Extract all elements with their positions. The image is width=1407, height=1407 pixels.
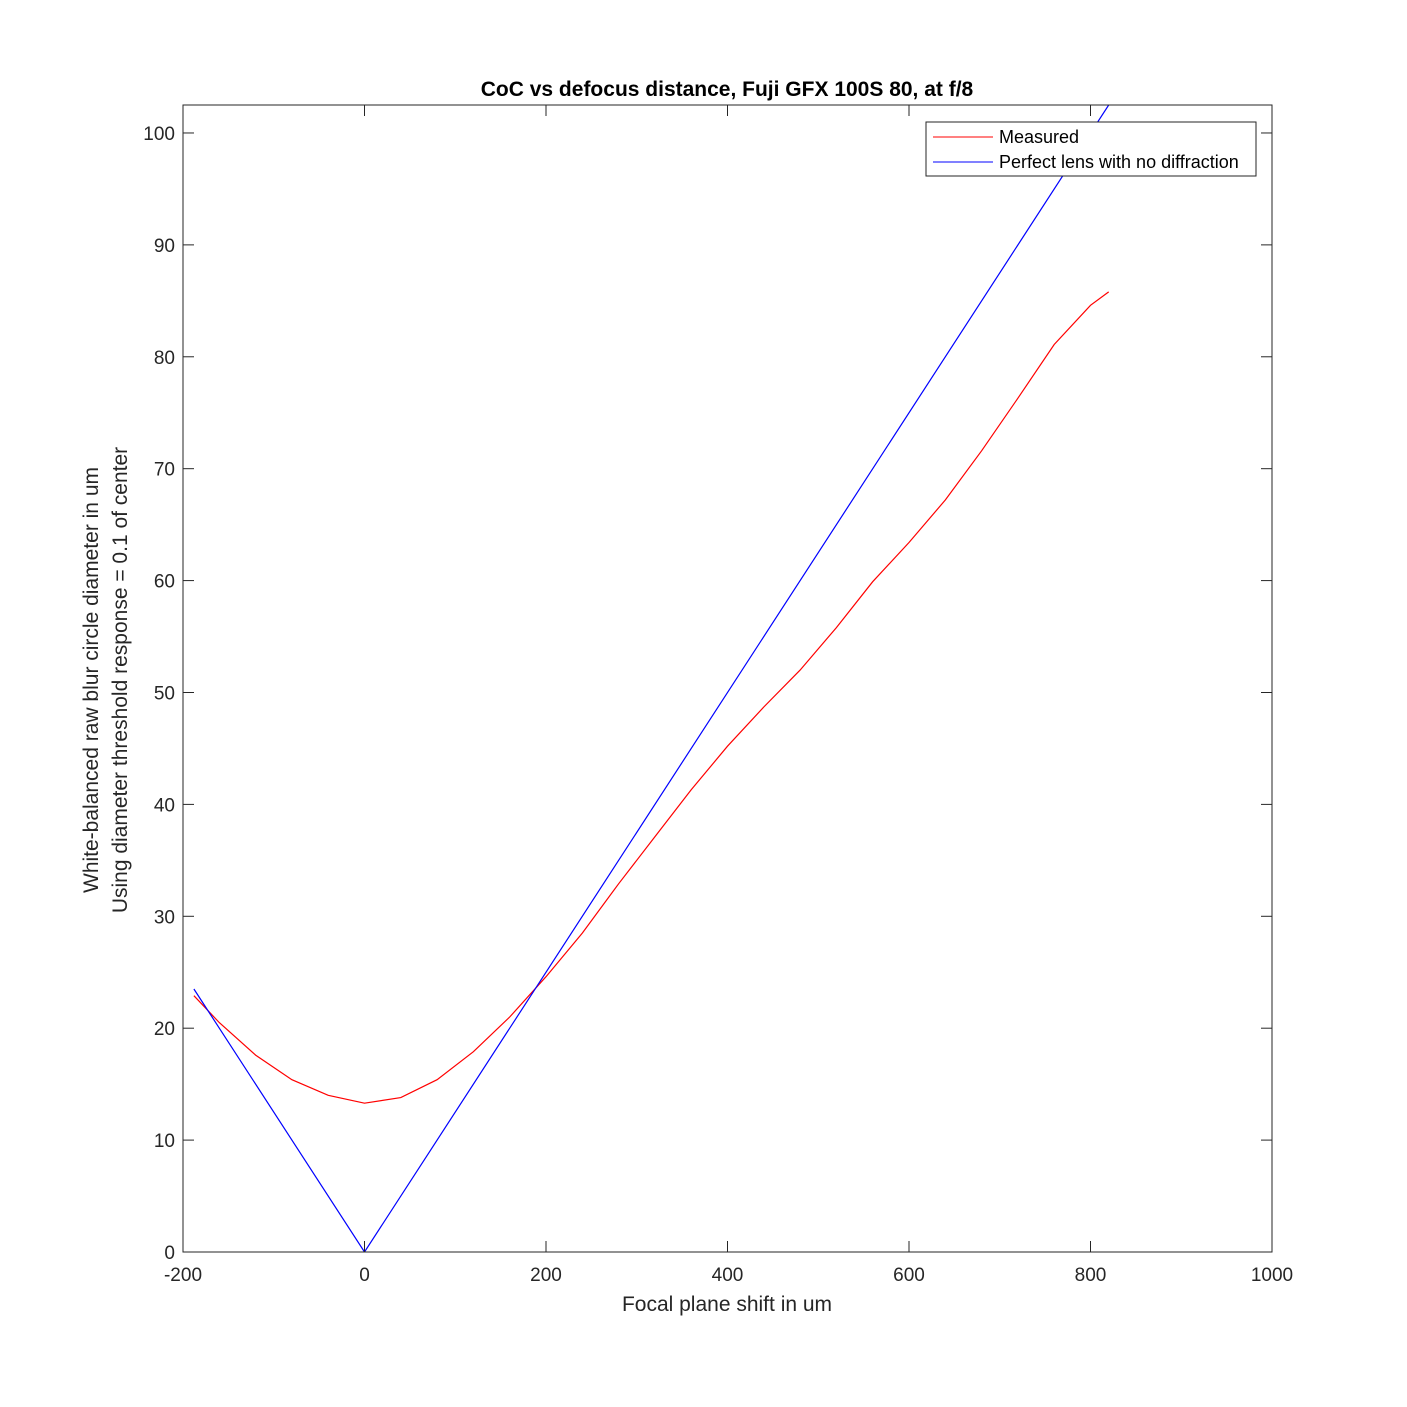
y-axis-ticks: 0 10 20 30 40 50 60 70 80 90 100 [143,124,1272,1264]
y-tick-label: 30 [154,907,175,928]
y-tick-label: 90 [154,236,175,257]
y-tick-label: 100 [143,124,175,145]
y-axis-label-line-1: White-balanced raw blur circle diameter … [80,467,103,893]
x-axis-label: Focal plane shift in um [622,1293,832,1316]
y-tick-label: 70 [154,460,175,481]
legend-box [925,121,1257,177]
y-tick-label: 40 [154,795,175,816]
x-tick-label: 0 [359,1265,370,1286]
x-tick-label: -200 [164,1265,202,1286]
y-tick-label: 80 [154,348,175,369]
y-axis-label-line-2: Using diameter threshold response = 0.1 … [109,447,132,913]
series-line-perfect-lens [193,105,1110,1252]
y-tick-label: 0 [164,1243,175,1264]
plot-background [183,105,1272,1252]
legend-label-perfect-lens: Perfect lens with no diffraction [999,152,1239,172]
series-group [193,105,1110,1252]
y-tick-label: 20 [154,1019,175,1040]
x-tick-label: 400 [712,1265,744,1286]
x-tick-label: 1000 [1251,1265,1293,1286]
x-tick-label: 800 [1075,1265,1107,1286]
series-line-measured [193,291,1110,1104]
x-axis-ticks: -200 0 200 400 600 800 1000 [164,105,1293,1286]
y-tick-label: 60 [154,572,175,593]
y-tick-label: 50 [154,683,175,704]
x-tick-label: 600 [893,1265,925,1286]
legend: Measured Perfect lens with no diffractio… [925,121,1257,177]
y-tick-label: 10 [154,1131,175,1152]
legend-label-measured: Measured [999,127,1079,147]
chart-title: CoC vs defocus distance, Fuji GFX 100S 8… [481,78,974,101]
x-tick-label: 200 [530,1265,562,1286]
